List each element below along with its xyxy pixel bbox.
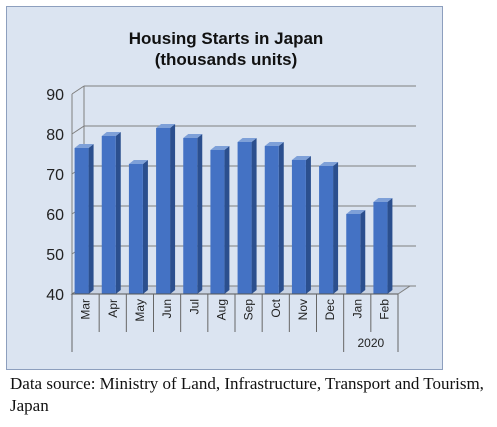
bar-side <box>197 134 203 294</box>
chart-canvas: Housing Starts in Japan (thousands units… <box>46 29 416 352</box>
y-tick-label: 40 <box>46 287 64 304</box>
y-tick-label: 60 <box>46 207 64 224</box>
gridline-side <box>71 125 85 135</box>
bar-side <box>251 138 257 294</box>
bar-top <box>210 146 230 150</box>
x-tick-label: Oct <box>269 298 283 317</box>
bar-side <box>224 146 230 294</box>
bar-top <box>373 198 393 202</box>
bar-side <box>333 162 339 294</box>
chart-title: Housing Starts in Japan <box>129 29 324 48</box>
x-tick-label: Jul <box>187 299 201 314</box>
y-tick-label: 80 <box>46 127 64 144</box>
bar-side <box>360 210 366 294</box>
x-tick-label: Aug <box>214 299 228 320</box>
y-tick-label: 70 <box>46 167 64 184</box>
x-tick-label: Mar <box>79 299 93 320</box>
bar-side <box>305 156 311 294</box>
bar <box>128 164 143 294</box>
bar-top <box>156 124 176 128</box>
bar-top <box>291 156 311 160</box>
bar <box>346 214 361 294</box>
bar <box>101 136 116 294</box>
y-tick-label: 50 <box>46 247 64 264</box>
bar-top <box>264 142 284 146</box>
bar-side <box>142 160 148 294</box>
chart-subtitle: (thousands units) <box>155 50 298 69</box>
bar-side <box>278 142 284 294</box>
year-group-label: 2020 <box>357 336 384 350</box>
x-tick-label: Jan <box>350 299 364 318</box>
bar <box>237 142 252 294</box>
bar-top <box>237 138 257 142</box>
x-tick-label: Feb <box>377 299 391 320</box>
bar <box>373 202 388 294</box>
bar-side <box>387 198 393 294</box>
bar-top <box>101 132 121 136</box>
gridline-side <box>71 85 85 95</box>
y-tick-label: 90 <box>46 87 64 104</box>
bar <box>319 166 334 294</box>
x-tick-label: Apr <box>106 299 120 318</box>
x-tick-label: Jun <box>160 299 174 318</box>
bar-top <box>346 210 366 214</box>
x-tick-label: Nov <box>296 299 310 320</box>
bar <box>210 150 225 294</box>
bar <box>156 128 171 294</box>
x-tick-label: Dec <box>323 299 337 320</box>
x-tick-label: May <box>133 299 147 322</box>
bar <box>74 148 89 294</box>
data-source-note: Data source: Ministry of Land, Infrastru… <box>10 374 484 415</box>
bar-top <box>128 160 148 164</box>
bar-top <box>183 134 203 138</box>
bar <box>291 160 306 294</box>
bar <box>264 146 279 294</box>
bar-top <box>319 162 339 166</box>
bar-side <box>115 132 121 294</box>
bar-side <box>88 144 94 294</box>
bar <box>183 138 198 294</box>
plot-area: 40 50 60 70 80 90 Mar Apr May Jun Jul Aug Sep Oct Nov D… <box>46 85 416 352</box>
bar-side <box>170 124 176 294</box>
x-tick-label: Sep <box>242 299 256 321</box>
bar-top <box>74 144 94 148</box>
